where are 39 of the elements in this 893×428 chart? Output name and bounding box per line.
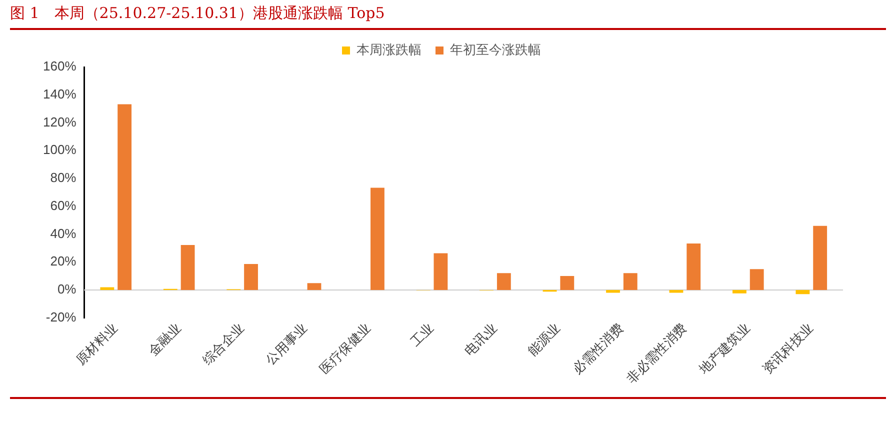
bar (100, 287, 114, 290)
x-tick-label: 公用事业 (263, 320, 311, 368)
y-tick-label: 140% (43, 86, 77, 102)
y-tick-label: 60% (50, 198, 77, 213)
bar (732, 290, 746, 294)
x-tick-label: 必需性消费 (570, 320, 627, 378)
x-tick-label: 综合企业 (200, 320, 248, 368)
chart-title: 图 1 本周（25.10.27-25.10.31）港股通涨跌幅 Top5 (10, 4, 385, 23)
y-tick-label: 120% (43, 114, 77, 130)
x-tick-label: 资讯科技业 (760, 320, 817, 378)
bar (813, 226, 828, 290)
bar (180, 244, 195, 290)
bar (244, 264, 258, 290)
x-tick-label: 非必需性消费 (624, 320, 690, 387)
x-tick-label: 能源业 (526, 320, 564, 360)
y-tick-label: 40% (50, 226, 77, 241)
bar (606, 290, 620, 293)
x-tick-label: 金融业 (146, 320, 184, 360)
bar (623, 273, 638, 290)
x-tick-label: 地产建筑业 (696, 320, 754, 378)
y-tick-label: 160% (43, 58, 77, 74)
x-tick-label: 电讯业 (462, 320, 500, 360)
legend-label: 年初至今涨跌幅 (450, 42, 541, 58)
x-tick-label: 医疗保健业 (317, 320, 374, 378)
bar (496, 273, 511, 290)
y-tick-label: 100% (43, 142, 77, 158)
legend-label: 本周涨跌幅 (356, 42, 422, 58)
bar (560, 276, 574, 290)
bar (686, 244, 701, 290)
y-tick-label: 0% (57, 282, 77, 297)
y-tick-label: 20% (50, 254, 77, 269)
bar (750, 269, 764, 290)
bar (370, 188, 384, 290)
bar (434, 253, 448, 290)
bar (796, 290, 810, 294)
bar (307, 283, 322, 290)
x-tick-label: 工业 (408, 320, 438, 350)
y-tick-label: 80% (50, 170, 77, 186)
bar (118, 104, 132, 290)
